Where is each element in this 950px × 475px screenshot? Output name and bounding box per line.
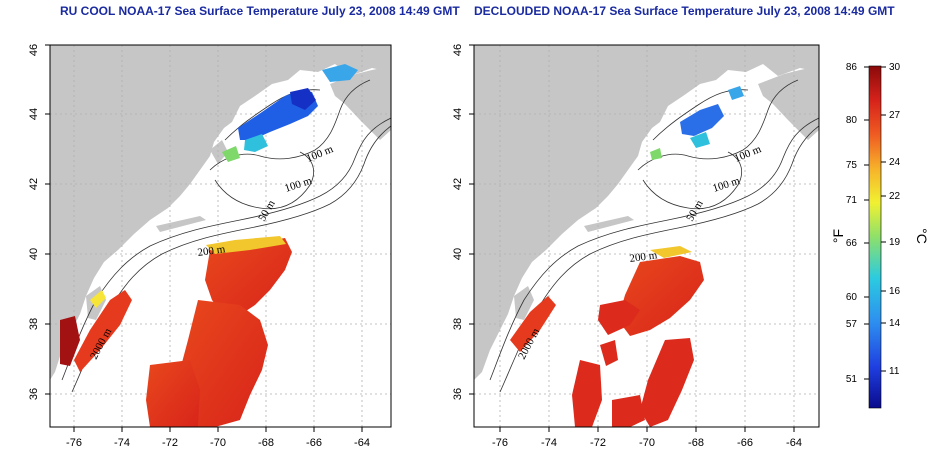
colorbar-c-tick: 11 — [889, 366, 900, 377]
colorbar-f-tick: 66 — [846, 238, 858, 249]
colorbar-f-tick: 75 — [846, 160, 858, 171]
right-lon-axis: -76 -74 -72 -70 -68 -66 -64 — [492, 427, 802, 449]
lon-tick-label: -68 — [258, 437, 274, 449]
lon-tick-label: -70 — [210, 437, 226, 449]
right-sst-map: 100 m 100 m 50 m 200 m 2000 m — [474, 45, 819, 427]
colorbar-f-tick: 51 — [846, 374, 858, 385]
temperature-colorbar: 86 80 75 71 66 60 57 51 30 27 24 22 19 1… — [830, 62, 930, 409]
lat-tick-label: 40 — [28, 248, 40, 260]
colorbar-c-tick: 24 — [889, 157, 901, 168]
lat-tick-label: 38 — [452, 318, 464, 330]
colorbar-f-tick: 86 — [846, 62, 858, 73]
colorbar-f-tick: 71 — [846, 195, 858, 206]
fahrenheit-unit-label: °F — [830, 229, 846, 243]
colorbar-f-tick: 60 — [846, 292, 858, 303]
sst-cold-patches — [222, 64, 358, 162]
lon-tick-label: -72 — [162, 437, 178, 449]
nova-scotia-land — [758, 66, 819, 140]
lon-tick-label: -66 — [306, 437, 322, 449]
nova-scotia-land — [330, 66, 391, 140]
lon-tick-label: -76 — [66, 437, 82, 449]
sst-warm-patches — [60, 236, 292, 427]
colorbar-c-tick: 22 — [889, 191, 901, 202]
left-sst-map: 100 m 100 m 50 m 200 m 2000 m — [50, 45, 391, 427]
colorbar-c-tick: 30 — [889, 62, 901, 73]
long-island-land — [156, 216, 206, 232]
lat-tick-label: 46 — [452, 44, 464, 56]
contour-label-200m: 200 m — [197, 243, 227, 259]
coastline-land — [474, 45, 819, 380]
colorbar-f-tick: 57 — [846, 319, 858, 330]
lon-tick-label: -74 — [541, 437, 557, 449]
celsius-unit-label: °C — [914, 228, 930, 244]
sst-warm-patches — [510, 246, 704, 427]
left-map-frame — [49, 44, 392, 428]
delmarva-land — [514, 286, 534, 320]
lon-tick-label: -76 — [492, 437, 508, 449]
lat-tick-label: 44 — [452, 108, 464, 120]
lon-tick-label: -74 — [114, 437, 130, 449]
lat-tick-label: 46 — [28, 44, 40, 56]
lat-tick-label: 38 — [28, 318, 40, 330]
cape-cod-land — [210, 140, 228, 164]
coastline-land — [50, 45, 391, 380]
lat-tick-label: 36 — [452, 388, 464, 400]
left-lat-axis: 36 38 40 42 44 46 — [28, 44, 50, 400]
lon-tick-label: -70 — [639, 437, 655, 449]
lat-tick-label: 40 — [452, 248, 464, 260]
lat-lon-grid — [474, 45, 819, 427]
lat-tick-label: 42 — [452, 178, 464, 190]
sst-cold-patches — [650, 86, 744, 160]
left-map-title: RU COOL NOAA-17 Sea Surface Temperature … — [60, 4, 460, 18]
long-island-land — [584, 216, 634, 232]
contour-label-200m: 200 m — [629, 249, 659, 265]
lon-tick-label: -68 — [688, 437, 704, 449]
right-lat-axis: 36 38 40 42 44 46 — [452, 44, 474, 400]
colorbar-gradient — [868, 65, 882, 409]
lon-tick-label: -72 — [590, 437, 606, 449]
colorbar-f-tick: 80 — [846, 115, 858, 126]
lon-tick-label: -66 — [737, 437, 753, 449]
colorbar-c-tick: 19 — [889, 237, 901, 248]
lat-tick-label: 42 — [28, 178, 40, 190]
lat-tick-label: 44 — [28, 108, 40, 120]
colorbar-c-tick: 16 — [889, 286, 901, 297]
right-map-title: DECLOUDED NOAA-17 Sea Surface Temperatur… — [474, 4, 895, 18]
lon-tick-label: -64 — [786, 437, 802, 449]
lat-tick-label: 36 — [28, 388, 40, 400]
colorbar-c-tick: 27 — [889, 110, 901, 121]
lon-tick-label: -64 — [354, 437, 370, 449]
left-lon-axis: -76 -74 -72 -70 -68 -66 -64 — [66, 427, 370, 449]
colorbar-c-tick: 14 — [889, 318, 901, 329]
